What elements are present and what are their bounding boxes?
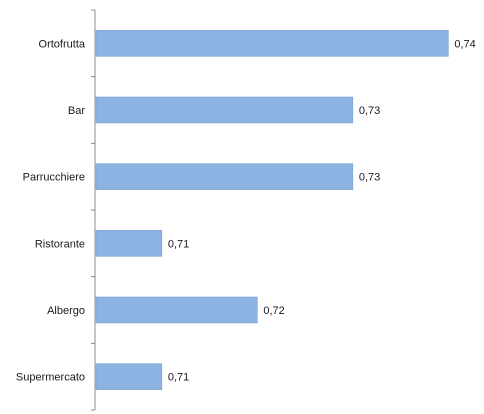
bars — [95, 30, 449, 390]
category-label: Albergo — [47, 305, 85, 317]
value-label: 0,71 — [168, 372, 189, 384]
value-label: 0,73 — [359, 172, 380, 184]
bar-ristorante — [95, 230, 163, 257]
category-label: Bar — [68, 105, 85, 117]
value-label: 0,73 — [359, 105, 380, 117]
bar-ortofrutta — [95, 30, 449, 57]
category-axis — [91, 9, 96, 411]
value-label: 0,72 — [263, 305, 284, 317]
labels: Ortofrutta 0,74 Bar 0,73 Parrucchiere 0,73 Ris… — [16, 38, 476, 383]
bar-albergo — [95, 296, 258, 324]
value-label: 0,71 — [168, 238, 189, 250]
category-label: Ortofrutta — [39, 38, 86, 50]
bar-bar — [95, 96, 354, 124]
bar-supermercato — [95, 363, 163, 390]
value-label: 0,74 — [454, 38, 475, 50]
category-label: Supermercato — [16, 372, 85, 384]
bar-parrucchiere — [95, 163, 354, 190]
category-label: Ristorante — [35, 238, 85, 250]
category-label: Parrucchiere — [23, 172, 85, 184]
